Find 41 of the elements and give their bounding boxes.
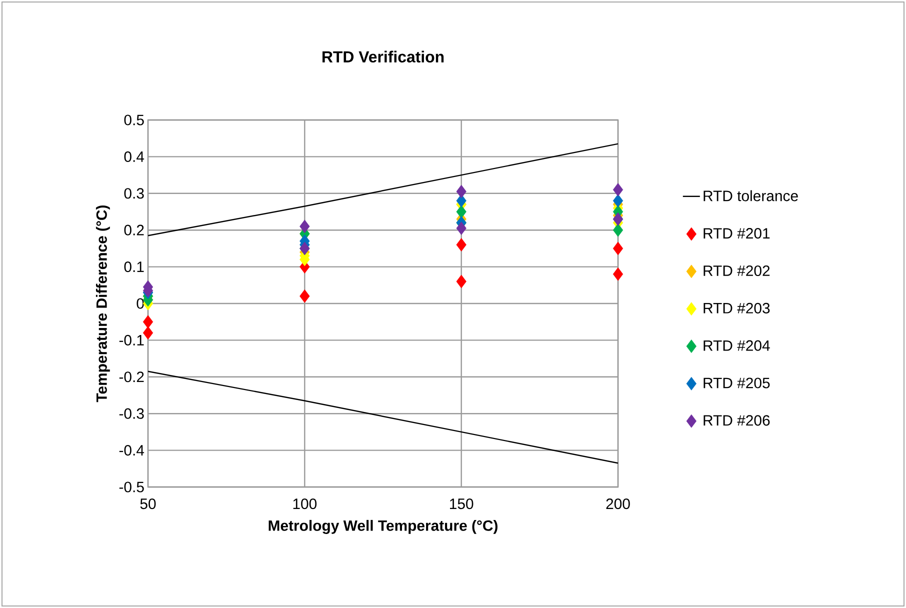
legend-label: RTD #206	[704, 415, 770, 426]
x-tick-label: 150	[450, 498, 474, 510]
y-tick-label: 0.4	[124, 151, 144, 162]
point	[456, 238, 466, 252]
y-axis-title: Temperature Difference (°C)	[96, 206, 110, 402]
x-axis-title: Metrology Well Temperature (°C)	[268, 520, 498, 534]
y-tick-label: -0.1	[119, 334, 144, 346]
point	[300, 220, 310, 234]
point	[612, 242, 624, 256]
point	[456, 222, 466, 235]
point	[612, 267, 624, 281]
legend-label: RTD #202	[704, 265, 770, 276]
point	[142, 326, 154, 340]
y-tick-label: 0.1	[124, 262, 144, 272]
x-tick-label: 50	[140, 498, 156, 510]
point	[456, 274, 466, 288]
point	[142, 315, 154, 329]
legend-label: RTD #201	[704, 228, 770, 239]
y-tick-label: -0.3	[119, 408, 144, 419]
line-series	[147, 143, 619, 236]
y-tick-label: 0.5	[124, 114, 144, 126]
y-tick-label: 0.3	[124, 188, 144, 199]
point	[612, 194, 624, 208]
point	[612, 223, 624, 237]
y-tick-label: -0.2	[119, 372, 144, 382]
chart-title: RTD Verification	[322, 50, 444, 62]
x-tick-label: 100	[293, 498, 317, 510]
y-tick-label: -0.4	[119, 445, 144, 456]
legend-label: RTD #203	[704, 302, 770, 314]
legend-label: RTD tolerance	[704, 190, 798, 202]
line-series	[147, 370, 619, 464]
point	[300, 289, 310, 303]
y-tick-label: 0.2	[124, 224, 144, 236]
point	[456, 184, 466, 198]
y-tick-label: 0	[136, 298, 144, 309]
point	[612, 183, 624, 196]
x-tick-label: 200	[606, 498, 630, 510]
legend-label: RTD #204	[704, 340, 770, 351]
point	[456, 205, 466, 218]
legend-label: RTD #205	[704, 378, 770, 388]
y-tick-label: -0.5	[119, 482, 144, 492]
